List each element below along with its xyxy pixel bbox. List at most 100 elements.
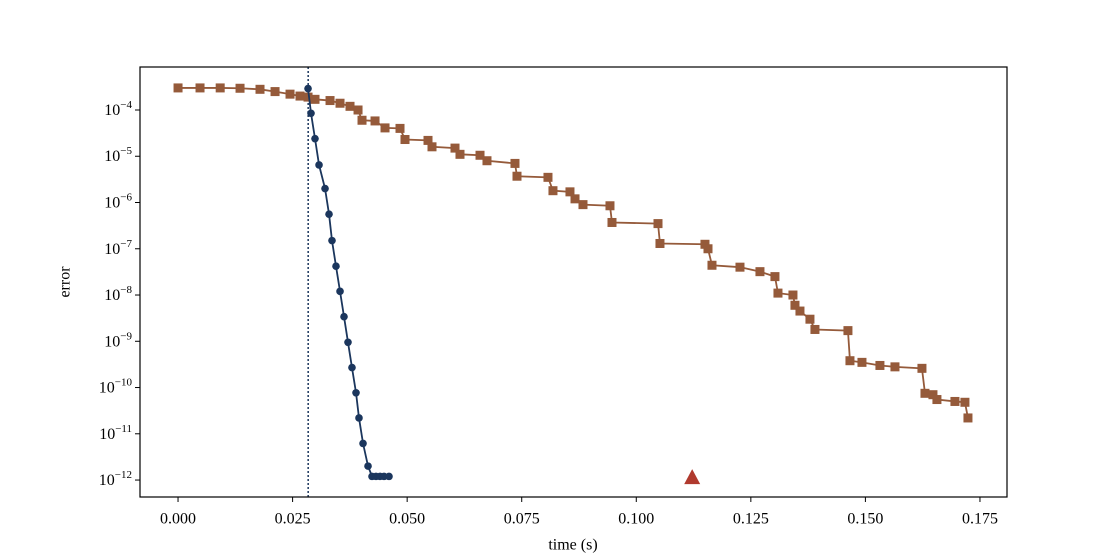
marker (311, 134, 319, 143)
marker (928, 390, 938, 400)
marker (570, 194, 580, 204)
y-tick-exponent: −10 (115, 377, 133, 389)
x-tick-label: 0.000 (160, 511, 196, 528)
marker (845, 356, 855, 366)
marker (400, 135, 410, 145)
marker (335, 98, 345, 108)
y-tick-exponent: −12 (115, 469, 132, 481)
marker (328, 236, 336, 245)
marker (332, 262, 340, 270)
marker (270, 87, 280, 97)
y-tick-base: 10 (104, 287, 120, 304)
y-tick-label: 10−7 (104, 238, 132, 258)
y-tick-label: 10−11 (99, 423, 132, 443)
marker (684, 469, 701, 485)
marker (336, 287, 344, 296)
y-tick-base: 10 (99, 426, 115, 443)
marker (512, 171, 522, 181)
marker (482, 156, 492, 166)
marker (810, 324, 820, 334)
marker (548, 186, 558, 196)
marker (345, 101, 355, 111)
marker (703, 244, 713, 254)
marker (455, 149, 465, 159)
marker (304, 84, 312, 93)
marker (385, 472, 393, 481)
marker (235, 83, 245, 93)
y-tick-base: 10 (104, 333, 120, 350)
x-tick-label: 0.075 (504, 511, 540, 528)
marker (565, 187, 575, 197)
y-tick-base: 10 (104, 102, 120, 119)
marker (344, 338, 352, 347)
series-line (307, 88, 390, 478)
marker (653, 219, 663, 229)
marker (510, 158, 520, 168)
marker (423, 135, 433, 145)
marker (307, 109, 315, 118)
marker (357, 115, 367, 125)
marker (215, 83, 225, 93)
series-line (178, 87, 969, 419)
marker (255, 84, 265, 94)
marker (321, 184, 329, 193)
y-tick-base: 10 (99, 380, 115, 397)
marker (960, 397, 970, 407)
y-tick-label: 10−6 (104, 192, 132, 212)
y-tick-exponent: −11 (115, 423, 132, 435)
y-tick-exponent: −7 (120, 238, 132, 250)
x-axis-label: time (s) (548, 537, 597, 554)
y-tick-exponent: −9 (120, 330, 132, 342)
marker (795, 306, 805, 316)
x-tick-label: 0.025 (275, 511, 311, 528)
x-tick-label: 0.100 (618, 511, 654, 528)
y-tick-label: 10−9 (104, 330, 132, 350)
marker (325, 210, 333, 218)
marker (348, 363, 356, 372)
marker (857, 357, 867, 367)
marker (917, 363, 927, 373)
x-tick-label: 0.175 (962, 511, 998, 528)
marker (359, 439, 367, 448)
y-tick-label: 10−12 (99, 469, 132, 489)
marker (735, 262, 745, 272)
marker (173, 83, 183, 93)
y-tick-base: 10 (104, 195, 120, 212)
x-tick-label: 0.125 (733, 511, 769, 528)
y-axis-label: error (57, 266, 74, 298)
marker (427, 142, 437, 152)
marker (285, 89, 295, 99)
x-tick-label: 0.150 (847, 511, 883, 528)
marker (543, 172, 553, 182)
plot-frame (139, 66, 1008, 498)
marker (195, 83, 205, 93)
marker (605, 201, 615, 211)
y-tick-label: 10−5 (104, 145, 132, 165)
marker (790, 300, 800, 310)
marker (310, 94, 320, 104)
marker (805, 314, 815, 324)
y-tick-label: 10−4 (104, 99, 132, 119)
marker (315, 161, 323, 169)
marker (364, 462, 372, 470)
marker (355, 414, 363, 422)
x-tick-label: 0.050 (389, 511, 425, 528)
marker (932, 395, 942, 405)
marker (875, 360, 885, 370)
marker (370, 116, 380, 126)
marker (655, 238, 665, 248)
marker (450, 143, 460, 153)
y-tick-base: 10 (104, 241, 120, 258)
marker (920, 388, 930, 398)
marker (755, 267, 765, 277)
marker (340, 312, 348, 321)
marker (607, 217, 617, 227)
marker (380, 123, 390, 133)
marker (325, 96, 335, 106)
marker (303, 92, 313, 102)
y-tick-base: 10 (104, 148, 120, 165)
y-tick-label: 10−10 (99, 377, 133, 397)
marker (773, 288, 783, 298)
y-tick-exponent: −5 (120, 145, 132, 157)
